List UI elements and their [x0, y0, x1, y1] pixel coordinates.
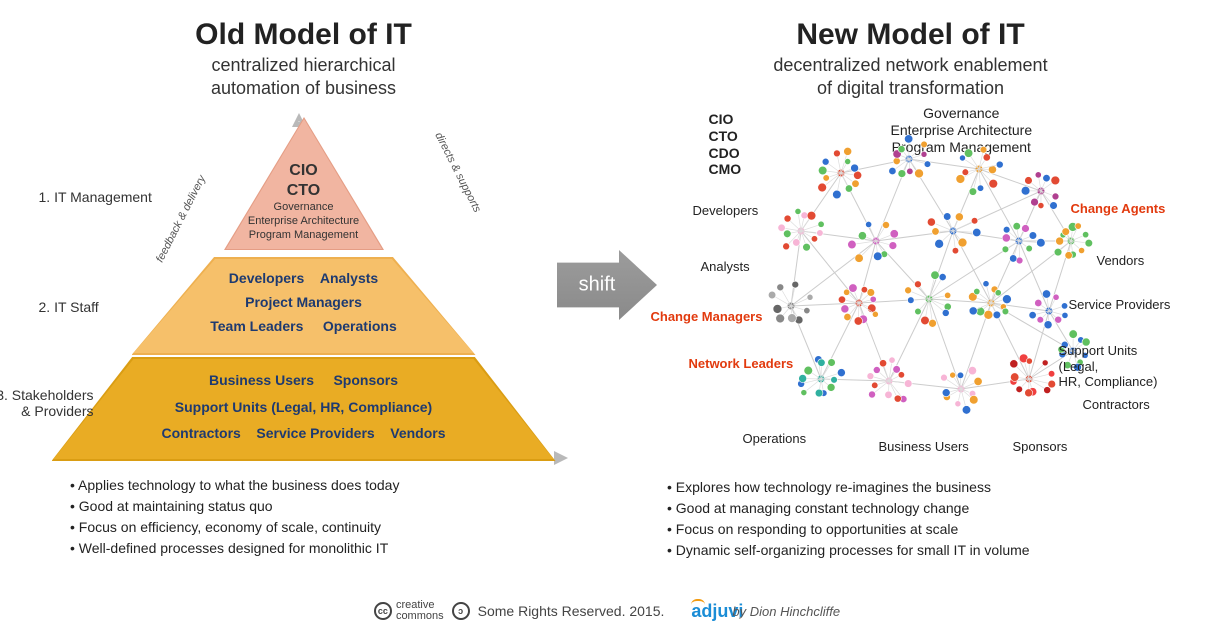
new-bullet-1: Explores how technology re-imagines the … [667, 477, 1194, 498]
old-bullet-2: Good at maintaining status quo [70, 496, 587, 517]
network-label: Developers [693, 203, 759, 219]
t3r3b: Service Providers [256, 425, 374, 441]
tier1-line1: CIO [224, 161, 384, 181]
network-label: Change Agents [1071, 201, 1166, 217]
network-label: Operations [743, 431, 807, 447]
t3r3a: Contractors [161, 425, 240, 441]
tier1-line5: Program Management [224, 229, 384, 243]
network-label: Sponsors [1013, 439, 1068, 455]
old-model-panel: Old Model of IT centralized hierarchical… [0, 0, 607, 560]
network-label: Support Units (Legal, HR, Compliance) [1059, 343, 1181, 390]
tier3-content: Business Users Sponsors Support Units (L… [74, 367, 534, 447]
adjuvi-logo: adjuvi [672, 601, 724, 622]
t2r2: Project Managers [154, 291, 454, 315]
pyramid-left-side-label: feedback & delivery [154, 173, 208, 264]
tier1-content: CIO CTO Governance Enterprise Architectu… [224, 161, 384, 242]
tier2-content: Developers Analysts Project Managers Tea… [154, 267, 454, 338]
cc-text: creative commons [396, 600, 444, 622]
pyramid-right-arrow-icon [554, 451, 568, 465]
new-title: New Model of IT [627, 18, 1194, 52]
network-label: Contractors [1083, 397, 1150, 413]
cc-icon: cc [374, 602, 392, 620]
tier2-label: 2. IT Staff [39, 299, 99, 315]
new-bullet-2: Good at managing constant technology cha… [667, 498, 1194, 519]
shift-arrow: shift [557, 250, 657, 320]
old-bullets: Applies technology to what the business … [70, 475, 587, 559]
old-title: Old Model of IT [20, 18, 587, 52]
network-label: Analysts [701, 259, 750, 275]
t3r3c: Vendors [390, 425, 445, 441]
pyramid-right-side-label: directs & supports [433, 131, 484, 215]
cc-badge: cc creative commons [374, 600, 444, 622]
pyramid: feedback & delivery directs & supports C… [44, 119, 564, 459]
network-label: Business Users [879, 439, 969, 455]
t2r1b: Analysts [320, 270, 378, 286]
network-label: Change Managers [651, 309, 763, 325]
t2r3b: Operations [323, 318, 397, 334]
copyleft-icon: ɔ [452, 602, 470, 620]
byline: by Dion Hinchcliffe [732, 604, 840, 619]
t2r1a: Developers [229, 270, 304, 286]
t2r3a: Team Leaders [210, 318, 303, 334]
t3r2: Support Units (Legal, HR, Compliance) [74, 394, 534, 421]
tier1-line3: Governance [224, 201, 384, 215]
old-bullet-3: Focus on efficiency, economy of scale, c… [70, 517, 587, 538]
network-label: Network Leaders [689, 356, 794, 372]
new-bullet-4: Dynamic self-organizing processes for sm… [667, 540, 1194, 561]
network-diagram: CIO CTO CDO CMO Governance Enterprise Ar… [641, 111, 1181, 461]
network-label: Vendors [1097, 253, 1145, 269]
old-bullet-4: Well-defined processes designed for mono… [70, 538, 587, 559]
old-subtitle: centralized hierarchical automation of b… [20, 54, 587, 99]
rights-text: Some Rights Reserved. 2015. [478, 603, 665, 619]
footer: cc creative commons ɔ Some Rights Reserv… [0, 600, 1214, 622]
t3r1a: Business Users [209, 372, 314, 388]
shift-label: shift [579, 274, 616, 297]
tier1-label: 1. IT Management [39, 189, 152, 205]
new-subtitle: decentralized network enablement of digi… [627, 54, 1194, 99]
new-model-panel: New Model of IT decentralized network en… [607, 0, 1214, 560]
network-label: Service Providers [1069, 297, 1171, 313]
tier1-line4: Enterprise Architecture [224, 215, 384, 229]
new-bullets: Explores how technology re-imagines the … [667, 477, 1194, 561]
old-bullet-1: Applies technology to what the business … [70, 475, 587, 496]
tier3-label: 3. Stakeholders & Providers [0, 387, 94, 419]
tier1-line2: CTO [224, 181, 384, 201]
t3r1b: Sponsors [333, 372, 398, 388]
new-bullet-3: Focus on responding to opportunities at … [667, 519, 1194, 540]
